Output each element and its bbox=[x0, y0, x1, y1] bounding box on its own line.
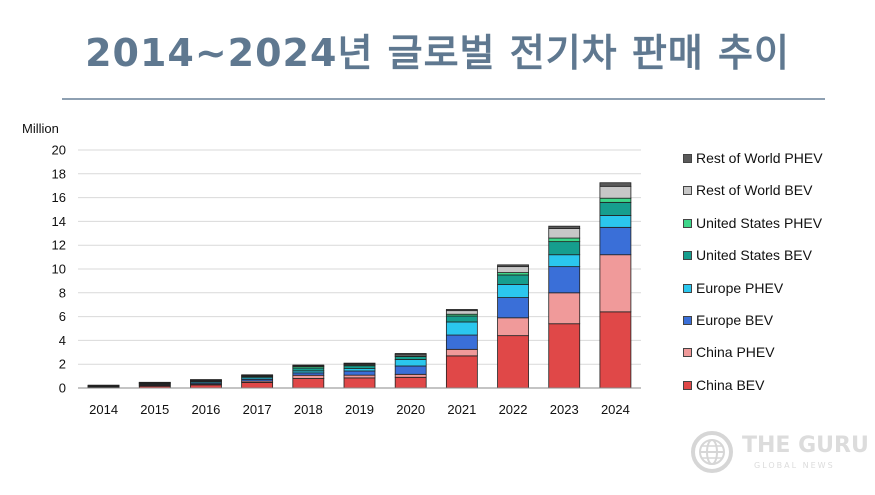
bar-segment-europe-bev bbox=[599, 226, 632, 256]
x-tick-label: 2022 bbox=[499, 402, 528, 417]
bar-segment-china-phev bbox=[292, 374, 325, 379]
legend-label: China PHEV bbox=[696, 344, 775, 361]
bar-segment-europe-phev bbox=[445, 321, 478, 336]
bar-segment-china-phev bbox=[497, 317, 529, 337]
x-tick-label: 2020 bbox=[396, 402, 425, 417]
legend-swatch bbox=[683, 348, 692, 358]
legend-swatch bbox=[683, 154, 692, 163]
y-tick-label: 12 bbox=[52, 238, 66, 253]
bar-segment-united-states-phev bbox=[599, 197, 632, 203]
bar-segment-rest-of-world-phev bbox=[599, 182, 632, 187]
bar-segment-europe-phev bbox=[394, 359, 427, 367]
bar-segment-china-phev bbox=[343, 374, 376, 379]
x-tick-label: 2023 bbox=[550, 402, 579, 417]
bar-segment-china-bev bbox=[548, 323, 581, 389]
bar-segment-rest-of-world-phev bbox=[445, 309, 478, 312]
bar-segment-europe-bev bbox=[343, 370, 376, 376]
bar-segment-china-bev bbox=[497, 335, 529, 389]
bar-segment-united-states-bev bbox=[445, 315, 478, 323]
logo-subtitle: GLOBAL NEWS bbox=[754, 461, 835, 470]
x-tick-label: 2021 bbox=[447, 402, 476, 417]
y-tick-labels: 0 2 4 6 8 10 12 14 16 18 20 bbox=[52, 143, 66, 396]
legend-label: Europe PHEV bbox=[696, 279, 784, 296]
bar-segment-rest-of-world-phev bbox=[394, 353, 427, 355]
bar-segment-china-phev bbox=[599, 254, 632, 313]
x-tick-label: 2014 bbox=[89, 402, 118, 417]
bar-segment-united-states-bev bbox=[548, 241, 581, 256]
x-tick-labels: 2014 2015 2016 2017 2018 2019 2020 2021 2022 2023… bbox=[89, 402, 630, 417]
bar-segment-united-states-bev bbox=[343, 365, 376, 370]
legend-swatch bbox=[683, 218, 692, 228]
x-tick-label: 2015 bbox=[140, 402, 169, 417]
bar-segment-europe-bev bbox=[497, 297, 529, 319]
bar-segment-rest-of-world-bev bbox=[445, 310, 478, 315]
title-divider bbox=[62, 98, 825, 100]
bar-segment-europe-phev bbox=[548, 254, 581, 268]
x-tick-label: 2017 bbox=[243, 402, 272, 417]
y-tick-label: 8 bbox=[59, 285, 66, 300]
bar-segment-china-bev bbox=[292, 378, 325, 389]
bar-segment-china-bev bbox=[445, 355, 478, 389]
y-axis-label: Million bbox=[22, 121, 59, 136]
legend-swatch bbox=[683, 315, 692, 325]
bar-segment-rest-of-world-phev bbox=[292, 364, 325, 367]
y-tick-label: 18 bbox=[52, 166, 66, 181]
y-tick-label: 6 bbox=[59, 309, 66, 324]
y-tick-label: 0 bbox=[59, 381, 66, 396]
bar-segment-united-states-bev bbox=[292, 367, 325, 372]
bar-segment-china-phev bbox=[445, 348, 478, 357]
bar-segment-china-bev bbox=[599, 311, 632, 389]
globe-icon bbox=[691, 431, 733, 473]
brand-logo: THE GURU GLOBAL NEWS bbox=[690, 428, 869, 478]
bar-segment-europe-bev bbox=[445, 334, 478, 350]
logo-name: THE GURU bbox=[742, 433, 869, 458]
y-tick-label: 14 bbox=[52, 214, 66, 229]
y-tick-label: 2 bbox=[59, 357, 66, 372]
bar-segment-rest-of-world-phev bbox=[241, 374, 274, 376]
legend-label: Europe BEV bbox=[696, 311, 774, 328]
x-tick-label: 2018 bbox=[294, 402, 323, 417]
page-title: 2014~2024년 글로벌 전기차 판매 추이 bbox=[85, 31, 790, 75]
x-tick-label: 2016 bbox=[191, 402, 220, 417]
legend-label: United States BEV bbox=[696, 247, 812, 264]
bar-segment-china-phev bbox=[548, 292, 581, 325]
legend-label: China BEV bbox=[696, 376, 765, 393]
y-tick-label: 10 bbox=[52, 262, 66, 277]
bar-segment-china-bev bbox=[343, 377, 376, 389]
bar-segment-united-states-phev bbox=[548, 237, 581, 243]
y-tick-label: 16 bbox=[52, 190, 66, 205]
legend-label: Rest of World BEV bbox=[696, 182, 813, 199]
x-tick-label: 2019 bbox=[345, 402, 374, 417]
bar-segment-rest-of-world-bev bbox=[548, 228, 581, 239]
bar-segment-china-bev bbox=[241, 382, 274, 389]
legend-swatch bbox=[683, 283, 692, 293]
bars bbox=[87, 182, 632, 389]
bar-segment-rest-of-world-phev bbox=[497, 264, 529, 268]
legend-swatch bbox=[683, 251, 692, 261]
legend-label: United States PHEV bbox=[696, 214, 823, 231]
bar-segment-europe-phev bbox=[599, 215, 632, 228]
bar-segment-rest-of-world-phev bbox=[548, 225, 581, 229]
legend-label: Rest of World PHEV bbox=[696, 150, 823, 166]
x-tick-label: 2024 bbox=[601, 402, 630, 417]
bar-segment-europe-bev bbox=[548, 266, 581, 294]
bar-segment-rest-of-world-bev bbox=[599, 185, 632, 199]
bar-segment-china-phev bbox=[394, 373, 427, 378]
y-tick-label: 20 bbox=[52, 143, 66, 158]
bar-segment-united-states-bev bbox=[599, 201, 632, 216]
bar-segment-rest-of-world-phev bbox=[343, 362, 376, 365]
bar-segment-europe-phev bbox=[497, 284, 529, 298]
bar-segment-united-states-bev bbox=[497, 274, 529, 285]
bar-segment-europe-bev bbox=[394, 365, 427, 375]
bar-segment-united-states-bev bbox=[394, 356, 427, 360]
legend-swatch bbox=[683, 186, 692, 196]
y-tick-label: 4 bbox=[59, 333, 66, 348]
legend-swatch bbox=[683, 380, 692, 390]
bar-segment-rest-of-world-bev bbox=[497, 266, 529, 273]
bar-segment-china-bev bbox=[394, 376, 427, 389]
